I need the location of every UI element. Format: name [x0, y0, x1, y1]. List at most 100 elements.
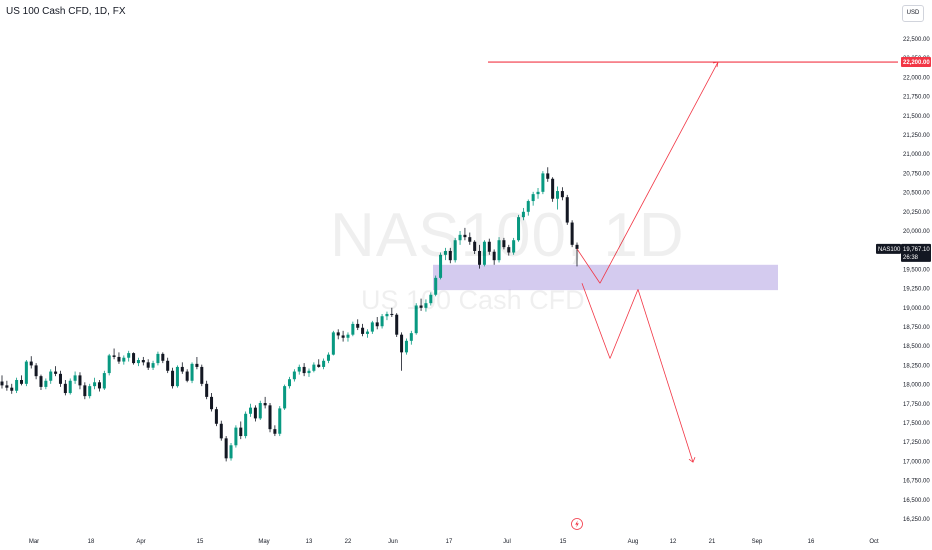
candles — [0, 167, 579, 462]
candle-body — [78, 375, 82, 386]
price-tick-label: 20,500.00 — [903, 191, 930, 197]
time-tick-label: 13 — [306, 539, 313, 545]
price-axis[interactable]: 22,500.0022,250.0022,000.0021,750.0021,5… — [903, 37, 930, 523]
time-tick-label: 18 — [88, 539, 95, 545]
candle-body — [268, 405, 272, 430]
candle-body — [531, 194, 535, 202]
candle-body — [551, 178, 555, 199]
candle-body — [385, 313, 389, 317]
candle-body — [312, 364, 316, 371]
candle-body — [404, 340, 408, 353]
candle-body — [380, 316, 384, 327]
candle-body — [341, 335, 345, 338]
price-tick-label: 19,500.00 — [903, 267, 930, 273]
candle-body — [93, 382, 97, 387]
candle-body — [239, 427, 243, 437]
candle-body — [365, 331, 369, 334]
candle-body — [156, 353, 160, 364]
candle-body — [536, 191, 540, 195]
candle-body — [297, 366, 301, 372]
candle-body — [15, 379, 19, 391]
price-tick-label: 17,500.00 — [903, 421, 930, 427]
candle-body — [278, 408, 282, 434]
candle-body — [234, 427, 238, 446]
candle-body — [58, 373, 62, 384]
price-tick-label: 18,000.00 — [903, 383, 930, 389]
candle-body — [190, 363, 194, 381]
candle-body — [0, 381, 4, 386]
candle-body — [205, 383, 209, 397]
candle-body — [292, 371, 296, 380]
projection-up-arrow-icon — [712, 61, 719, 68]
candle-body — [122, 357, 126, 362]
projection-alt-leg — [609, 289, 639, 359]
candle-body — [317, 364, 321, 367]
price-tick-label: 16,750.00 — [903, 479, 930, 485]
candle-body — [497, 240, 501, 261]
candle-body — [560, 191, 564, 198]
candle-body — [214, 409, 218, 424]
candle-body — [185, 371, 189, 381]
candle-body — [468, 237, 472, 242]
time-tick-label: May — [258, 539, 269, 545]
candle-body — [127, 353, 131, 358]
target-price-badge — [901, 57, 931, 68]
projection-down-leg — [576, 248, 601, 284]
time-tick-label: 22 — [345, 539, 352, 545]
candle-body — [102, 373, 106, 389]
candle-body — [63, 383, 67, 394]
price-tick-label: 17,750.00 — [903, 402, 930, 408]
candle-body — [414, 305, 418, 334]
candle-body — [136, 360, 140, 364]
price-tick-label: 22,000.00 — [903, 75, 930, 81]
time-tick-label: 16 — [808, 539, 815, 545]
candle-body — [429, 294, 433, 304]
candle-body — [546, 173, 550, 179]
price-tick-label: 18,750.00 — [903, 325, 930, 331]
last-price-label: 19,767.10 — [903, 247, 930, 253]
candle-body — [439, 254, 443, 278]
time-tick-label: Oct — [869, 539, 879, 545]
candle-body — [512, 240, 516, 253]
candle-body — [219, 423, 223, 439]
countdown-label: 26:38 — [903, 255, 919, 261]
candle-body — [49, 371, 53, 381]
candle-body — [54, 371, 58, 374]
price-tick-label: 17,000.00 — [903, 459, 930, 465]
last-price-badge — [901, 243, 931, 262]
price-tick-label: 20,750.00 — [903, 171, 930, 177]
candle-body — [443, 250, 447, 255]
symbol-badge — [876, 243, 901, 254]
time-tick-label: 15 — [197, 539, 204, 545]
candle-body — [132, 353, 136, 364]
candle-body — [517, 217, 521, 241]
candle-body — [302, 366, 306, 374]
price-tick-label: 18,250.00 — [903, 363, 930, 369]
symbol-watermark: NAS100, 1D — [330, 201, 685, 270]
time-axis[interactable]: Mar 18 Apr 15 May 13 22 Jun 17 Jul 15 Aug 12 21 Sep 16 O… — [29, 539, 879, 545]
candle-body — [10, 387, 14, 391]
candle-body — [424, 303, 428, 308]
lightning-icon[interactable] — [571, 518, 583, 530]
candle-body — [361, 327, 365, 334]
candle-body — [253, 407, 257, 419]
time-tick-label: Aug — [628, 539, 639, 545]
candle-body — [210, 396, 214, 410]
price-tick-label: 18,500.00 — [903, 344, 930, 350]
price-tick-label: 19,000.00 — [903, 306, 930, 312]
candle-body — [521, 211, 525, 218]
candle-body — [34, 365, 38, 377]
candle-body — [263, 403, 267, 406]
candle-body — [195, 363, 199, 367]
candle-body — [463, 234, 467, 238]
candle-body — [141, 360, 145, 363]
currency-selector[interactable]: USD — [902, 5, 924, 22]
candle-body — [502, 240, 506, 248]
time-tick-label: Jul — [503, 539, 511, 545]
candle-body — [83, 385, 87, 397]
symbol-badge-label: NAS100 — [878, 247, 901, 253]
candle-body — [565, 197, 569, 223]
candle-body — [287, 379, 292, 387]
candle-body — [151, 363, 155, 368]
